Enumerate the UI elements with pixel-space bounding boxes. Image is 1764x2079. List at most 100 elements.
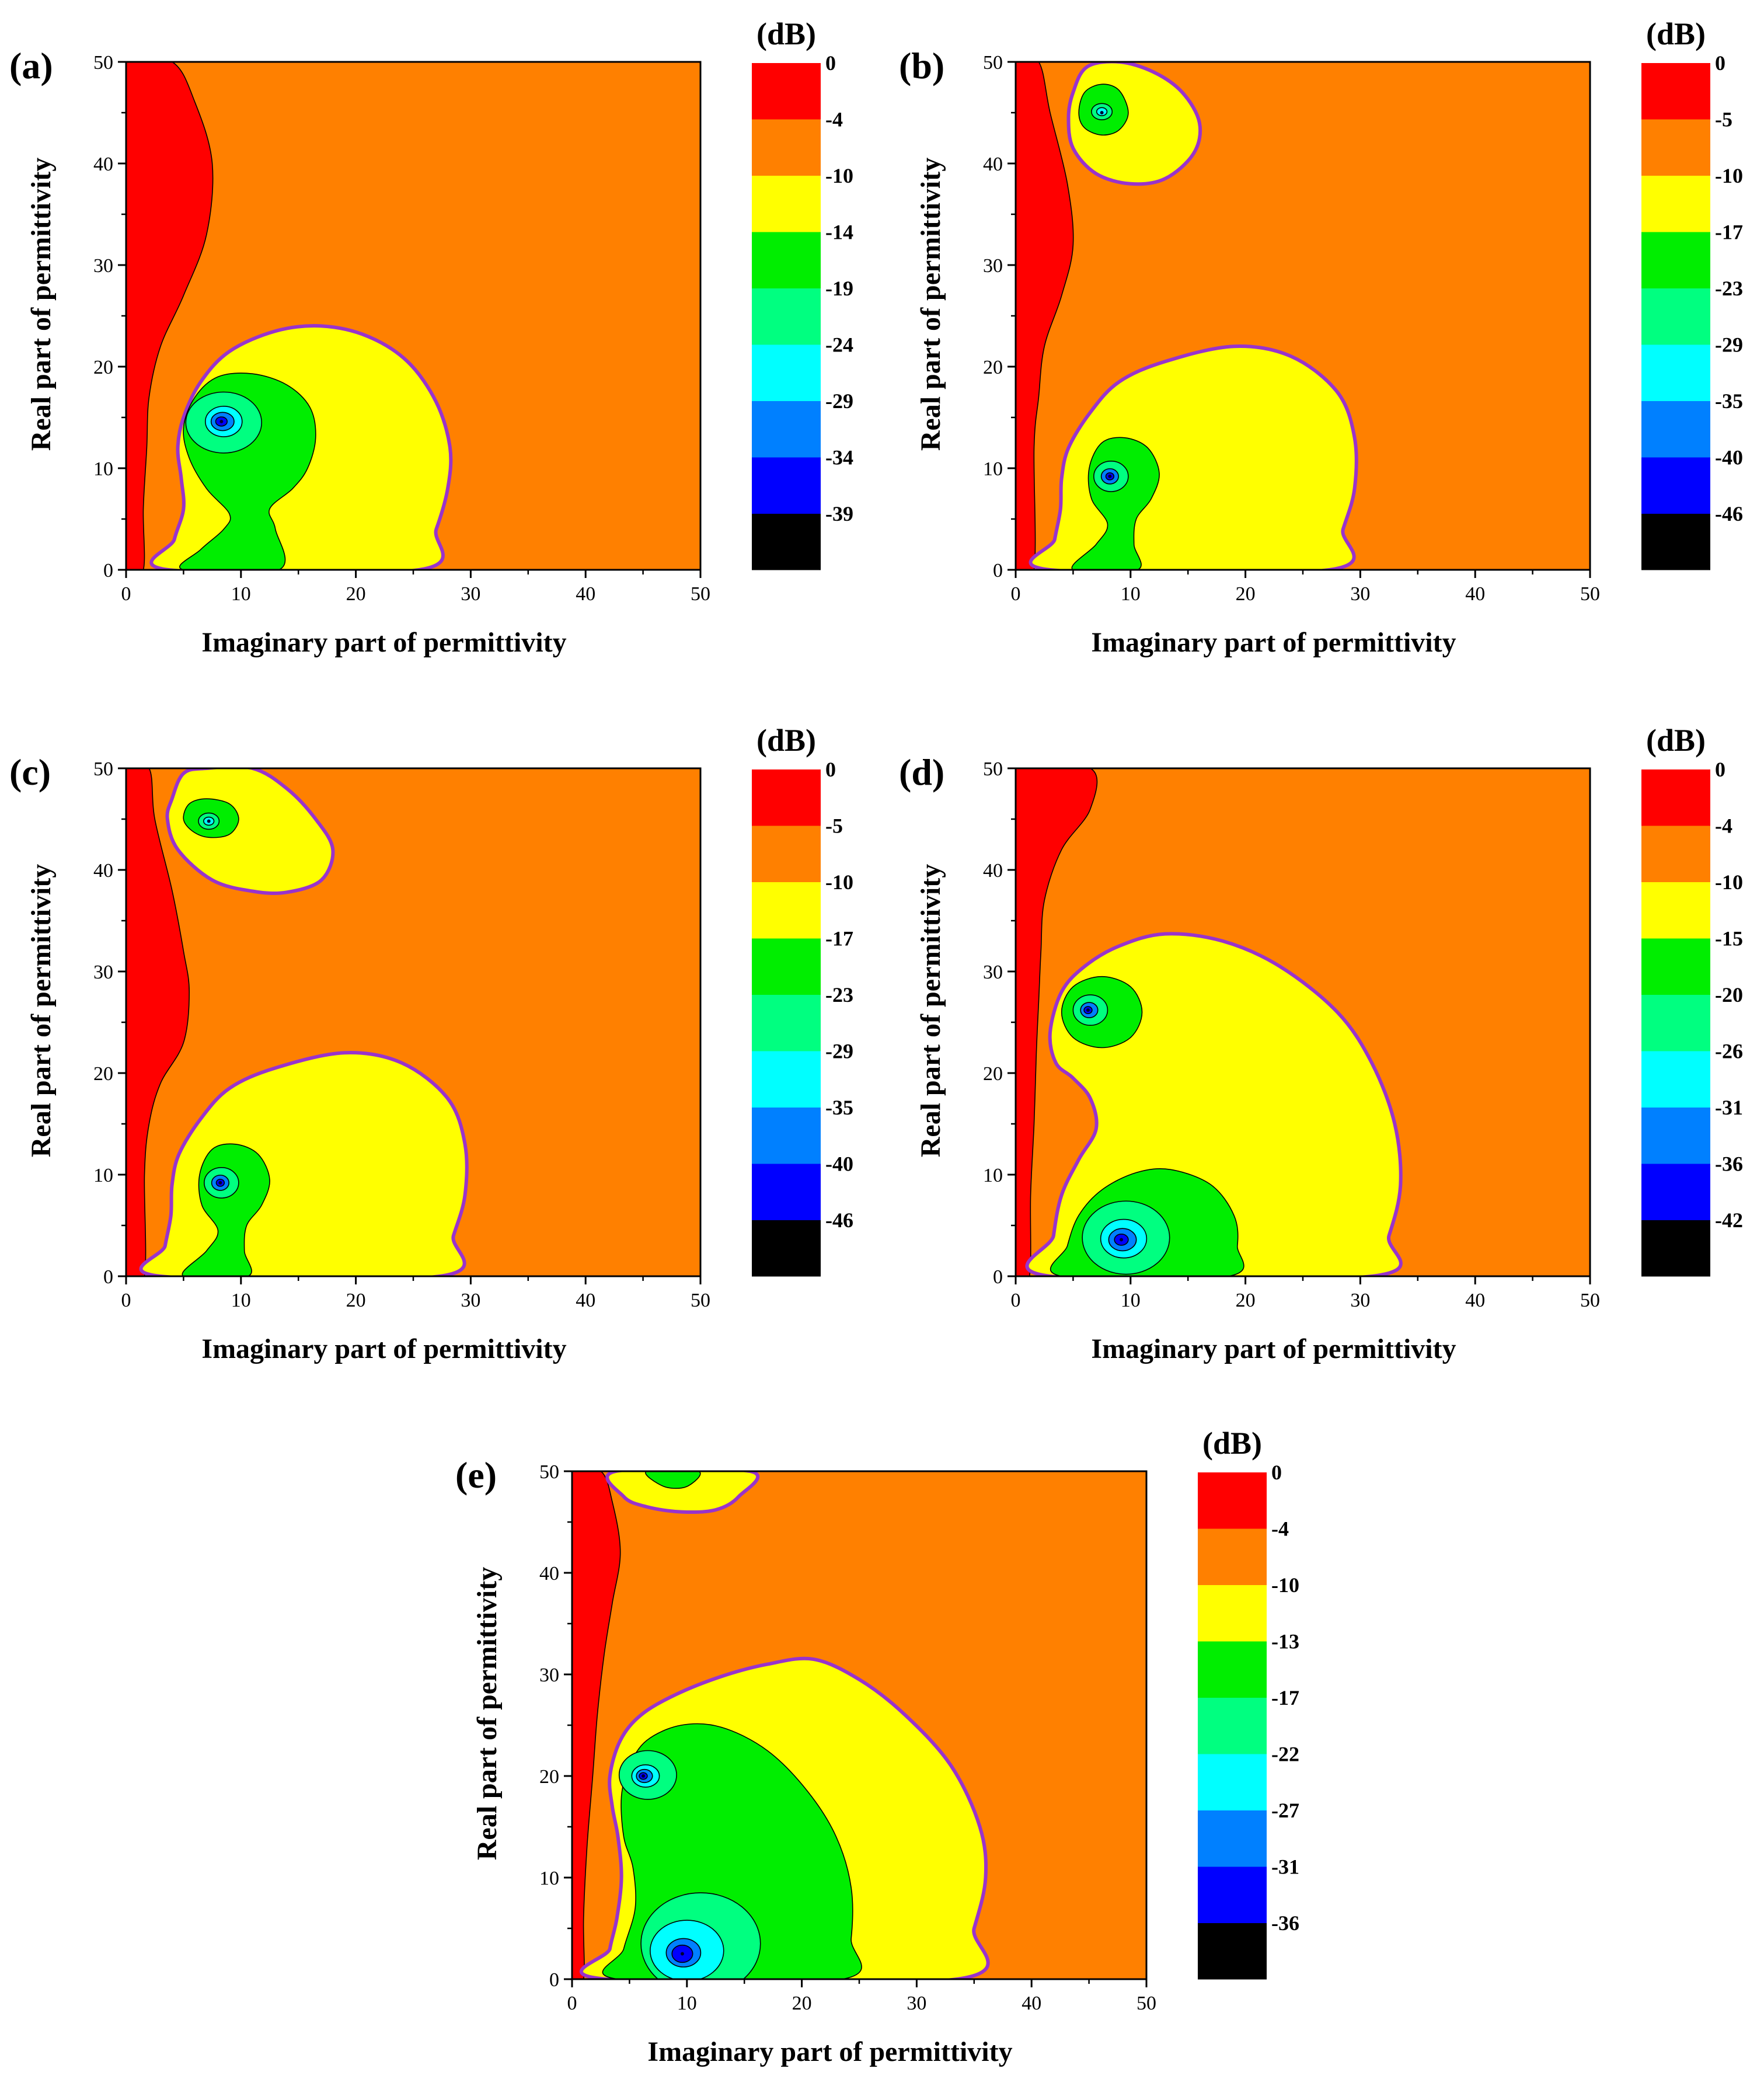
colorbar-label: -19 [825, 277, 853, 300]
y-tick-label: 20 [93, 357, 113, 378]
contour-region-0 [126, 768, 190, 1276]
panel-a: 0 10 20 30 40 50 0 10 20 30 40 50 Imaginary part of … [9, 16, 853, 658]
y-tick-label: 40 [93, 154, 113, 175]
colorbar-label: -10 [825, 164, 853, 187]
x-tick-label: 20 [346, 1290, 366, 1311]
panel-c: 0 10 20 30 40 50 0 10 20 30 40 50 Imaginary part of … [9, 723, 853, 1364]
y-tick-label: 50 [539, 1461, 559, 1483]
colorbar-swatch [752, 1164, 821, 1220]
colorbar-swatch [1198, 1866, 1267, 1923]
colorbar-label: -10 [1271, 1573, 1299, 1597]
colorbar-label: -29 [825, 1040, 853, 1063]
colorbar-label: -26 [1715, 1040, 1743, 1063]
y-axis-title: Real part of permittivity [472, 1567, 503, 1861]
colorbar-swatch [752, 457, 821, 514]
x-tick-label: 0 [1011, 583, 1021, 605]
contour-fills [126, 62, 453, 570]
y-tick-label: 20 [983, 357, 1003, 378]
colorbar-swatch [752, 63, 821, 120]
colorbar-label: 0 [1715, 51, 1725, 75]
y-tick-label: 50 [983, 758, 1003, 780]
y-axis-title: Real part of permittivity [26, 158, 57, 451]
contour-region-0 [1016, 62, 1074, 570]
colorbar-swatch [752, 232, 821, 288]
x-tick-label: 10 [1121, 1290, 1141, 1311]
colorbar-label: -40 [825, 1152, 853, 1176]
x-tick-label: 10 [231, 1290, 251, 1311]
x-tick-label: 30 [1350, 1290, 1370, 1311]
colorbar-unit: (dB) [1646, 16, 1706, 51]
colorbar-label: -17 [1271, 1686, 1299, 1709]
colorbar-label: -4 [1715, 814, 1732, 838]
minimum-point [1108, 474, 1112, 478]
x-tick-label: 10 [677, 1993, 697, 2014]
colorbar-label: -35 [825, 1096, 853, 1119]
x-tick-label: 50 [691, 1290, 710, 1311]
x-tick-label: 10 [1121, 583, 1141, 605]
y-tick-label: 40 [93, 860, 113, 882]
colorbar-unit: (dB) [1202, 1426, 1262, 1461]
x-tick-label: 40 [576, 583, 595, 605]
panel-label: (e) [455, 1454, 497, 1496]
colorbar-swatch [752, 514, 821, 570]
colorbar-label: -4 [1271, 1517, 1289, 1541]
y-tick-label: 20 [539, 1766, 559, 1788]
colorbar-swatch [1198, 1698, 1267, 1754]
colorbar-swatch [1641, 119, 1710, 176]
y-tick-label: 0 [993, 1266, 1003, 1288]
colorbar-label: -36 [1715, 1152, 1743, 1176]
colorbar-label: -10 [1715, 870, 1743, 894]
colorbar-label: -29 [825, 389, 853, 413]
x-axis-title: Imaginary part of permittivity [1091, 627, 1456, 658]
x-axis-title: Imaginary part of permittivity [201, 627, 566, 658]
colorbar-label: -17 [825, 927, 853, 950]
x-tick-label: 40 [1465, 1290, 1485, 1311]
colorbar-swatch [1198, 1923, 1267, 1980]
panel-b: 0 10 20 30 40 50 0 10 20 30 40 50 Imaginary part of … [899, 16, 1743, 658]
colorbar-label: -31 [1271, 1855, 1299, 1879]
y-tick-label: 30 [93, 255, 113, 277]
x-tick-label: 30 [461, 583, 480, 605]
minimum-point [680, 1952, 684, 1956]
colorbar-label: -5 [1715, 108, 1732, 131]
colorbar-label: -27 [1271, 1799, 1299, 1822]
colorbar-swatch [1641, 1108, 1710, 1164]
x-tick-label: 20 [792, 1993, 812, 2014]
y-tick-label: 50 [93, 758, 113, 780]
x-tick-label: 0 [1011, 1290, 1021, 1311]
colorbar-label: -35 [1715, 389, 1743, 413]
colorbar-swatch [752, 288, 821, 345]
panel-label: (b) [899, 45, 944, 86]
colorbar-label: -22 [1271, 1743, 1299, 1766]
x-tick-label: 50 [1580, 583, 1600, 605]
colorbar-label: 0 [1271, 1461, 1282, 1484]
y-axis-title: Real part of permittivity [915, 158, 946, 451]
colorbar-label: -29 [1715, 333, 1743, 357]
y-tick-label: 0 [103, 1266, 113, 1288]
panel-label: (c) [9, 751, 51, 793]
minimum-point [218, 1180, 222, 1185]
y-tick-label: 10 [539, 1868, 559, 1889]
colorbar-swatch [1641, 1051, 1710, 1108]
x-tick-label: 40 [1022, 1993, 1041, 2014]
colorbar-label: -23 [1715, 277, 1743, 300]
minimum-point [642, 1774, 646, 1778]
contour-boundary-10db [605, 1471, 760, 1514]
colorbar-swatch [752, 401, 821, 458]
colorbar-label: 0 [825, 51, 836, 75]
colorbar-unit: (dB) [1646, 723, 1706, 758]
colorbar-swatch [752, 882, 821, 939]
colorbar-label: -24 [825, 333, 853, 357]
y-tick-label: 30 [983, 255, 1003, 277]
y-tick-label: 50 [983, 52, 1003, 74]
contour-region-6 [1071, 437, 1160, 570]
colorbar-swatch [1641, 769, 1710, 826]
panel-label: (d) [899, 751, 944, 793]
y-tick-label: 40 [983, 154, 1003, 175]
colorbar-swatch [1641, 457, 1710, 514]
minimum-point [207, 819, 211, 823]
colorbar-unit: (dB) [757, 723, 816, 758]
colorbar-label: -36 [1271, 1911, 1299, 1935]
y-tick-label: 30 [539, 1664, 559, 1686]
